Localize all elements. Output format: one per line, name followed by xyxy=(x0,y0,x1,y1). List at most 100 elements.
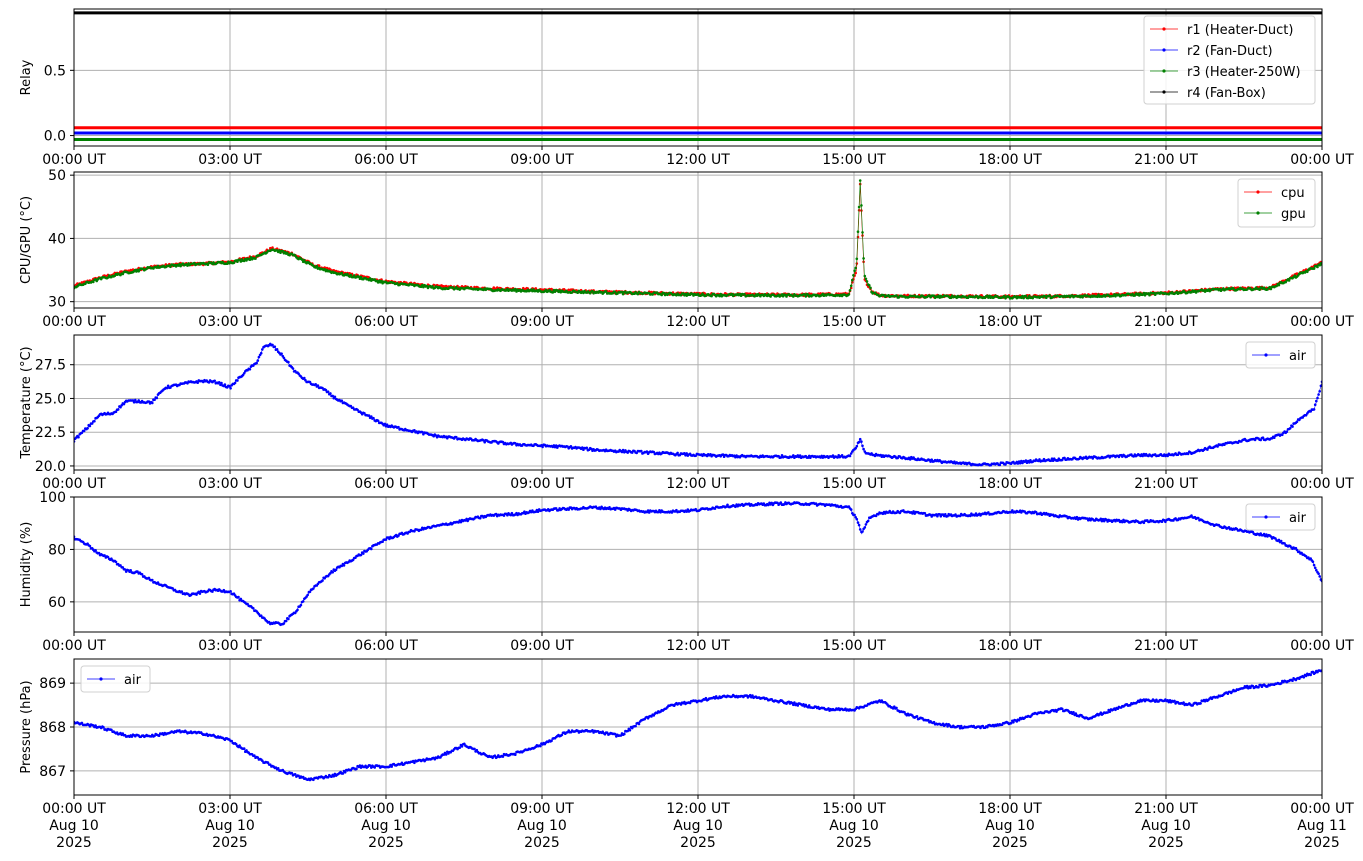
data-point xyxy=(299,603,303,607)
x-tick-label: 18:00 UT Aug 10 2025 xyxy=(978,801,1042,851)
data-point xyxy=(465,517,468,521)
axes-frame xyxy=(73,171,1323,309)
x-tick-label: 09:00 UT xyxy=(510,152,574,168)
data-point xyxy=(334,568,338,571)
y-tick-label: 25.0 xyxy=(35,391,66,407)
data-point xyxy=(554,507,558,510)
data-point xyxy=(483,440,487,444)
data-point xyxy=(324,388,328,392)
data-point xyxy=(1316,396,1319,400)
data-point xyxy=(1288,427,1292,430)
data-point xyxy=(866,519,870,523)
data-point xyxy=(726,503,729,507)
data-point xyxy=(206,263,210,267)
data-point xyxy=(355,767,358,771)
y-axis-label: Relay xyxy=(19,59,34,95)
data-point xyxy=(1273,436,1276,440)
x-tick-label: 00:00 UT xyxy=(1290,314,1354,330)
data-point xyxy=(541,445,544,449)
data-point xyxy=(848,454,852,458)
data-point xyxy=(1138,294,1141,297)
data-point xyxy=(908,458,912,461)
data-point xyxy=(858,179,862,182)
data-point xyxy=(770,501,773,505)
data-point xyxy=(422,285,425,289)
data-point xyxy=(296,608,299,612)
x-tick-label: 21:00 UT Aug 10 2025 xyxy=(1134,801,1198,851)
y-axis-label: Humidity (%) xyxy=(19,522,34,608)
legend-label: r1 (Heater-Duct) xyxy=(1187,23,1293,38)
data-point xyxy=(1277,283,1281,287)
x-tick-label: 06:00 UT xyxy=(354,314,418,330)
data-point xyxy=(1304,414,1308,417)
data-point xyxy=(1285,430,1289,434)
data-point xyxy=(608,506,611,509)
data-point xyxy=(958,514,962,518)
data-point xyxy=(551,291,555,294)
data-point xyxy=(862,447,865,451)
data-point xyxy=(523,510,526,513)
data-point xyxy=(130,735,134,738)
data-point xyxy=(599,507,602,511)
data-point xyxy=(645,450,649,453)
x-tick-label: 12:00 UT Aug 10 2025 xyxy=(666,801,730,851)
data-point xyxy=(930,458,933,462)
axes-frame xyxy=(73,334,1323,471)
y-axis-label: CPU/GPU (°C) xyxy=(19,196,34,284)
data-point xyxy=(256,756,260,759)
data-point xyxy=(276,767,280,770)
data-point xyxy=(591,289,594,293)
data-point xyxy=(380,279,383,283)
data-point xyxy=(1100,519,1104,523)
data-point xyxy=(329,571,332,575)
data-point xyxy=(275,348,279,351)
data-point xyxy=(106,555,110,559)
data-point xyxy=(949,296,953,300)
data-point xyxy=(140,573,144,576)
x-tick-label: 12:00 UT xyxy=(666,638,730,654)
legend-box xyxy=(1245,341,1316,369)
data-point xyxy=(1091,457,1095,460)
data-point xyxy=(86,426,89,430)
panel-2: 00:00 UT 03:00 UT 06:00 UT 09:00 UT 12:00 UT… xyxy=(19,168,1354,330)
data-point xyxy=(333,395,337,399)
data-point xyxy=(853,513,856,517)
data-point xyxy=(1315,568,1318,572)
data-point xyxy=(1004,463,1007,466)
data-point xyxy=(803,293,806,296)
data-point xyxy=(1206,448,1209,451)
data-point xyxy=(620,450,624,454)
data-point xyxy=(863,274,867,278)
data-point xyxy=(718,294,721,298)
data-point xyxy=(223,383,227,386)
data-point xyxy=(1306,270,1309,274)
data-point xyxy=(1141,454,1144,458)
data-point xyxy=(413,530,416,533)
data-point xyxy=(147,576,151,580)
data-point xyxy=(848,289,852,292)
plot-area xyxy=(74,669,1322,782)
data-point xyxy=(660,293,663,297)
data-point xyxy=(119,564,122,567)
data-point xyxy=(281,249,285,253)
data-point xyxy=(123,568,127,571)
data-point xyxy=(911,512,914,515)
data-point xyxy=(332,775,336,778)
data-point xyxy=(932,294,936,298)
data-point xyxy=(186,264,189,267)
data-point xyxy=(303,376,306,380)
data-point xyxy=(229,387,232,390)
data-point xyxy=(1277,538,1281,542)
data-point xyxy=(234,742,238,746)
data-point xyxy=(858,437,862,441)
data-point xyxy=(236,260,239,264)
data-point xyxy=(352,274,356,277)
data-point xyxy=(1291,425,1294,428)
legend-marker xyxy=(1162,27,1166,31)
data-point xyxy=(973,514,977,517)
data-point xyxy=(854,271,857,275)
data-point xyxy=(267,620,271,624)
data-point xyxy=(581,446,584,449)
data-point xyxy=(242,372,246,375)
data-point xyxy=(368,277,372,280)
